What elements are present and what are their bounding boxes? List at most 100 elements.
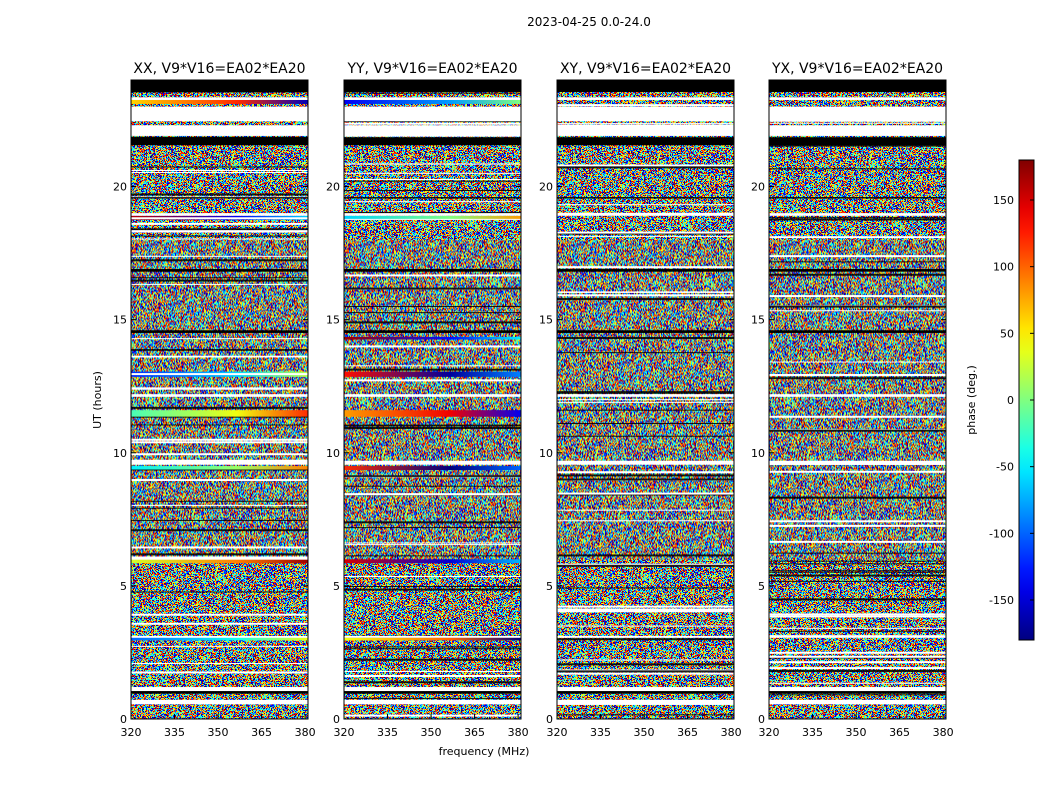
flag-line (557, 554, 734, 557)
flag-line (344, 190, 521, 192)
flag-line (344, 585, 521, 587)
coherent-band (344, 371, 521, 377)
flag-line (344, 714, 521, 717)
y-tick-label: 20 (539, 181, 553, 194)
flag-line (557, 605, 734, 608)
flag-line (557, 231, 734, 234)
flag-line (769, 570, 946, 572)
panels: XX, V9*V16=EA02*EA20 320 335 350 365 380 0 5 10 1… (113, 61, 954, 739)
axes-frame (130, 79, 309, 720)
flagged-gap (557, 699, 734, 705)
x-tick-label: 365 (677, 726, 698, 739)
flagged-gap (344, 97, 521, 100)
black-band (557, 80, 734, 92)
flag-line (131, 238, 308, 240)
y-tick-label: 15 (751, 314, 765, 327)
black-band (769, 197, 946, 199)
flag-line (131, 500, 308, 502)
flagged-gap (557, 97, 734, 100)
flagged-gap (344, 699, 521, 705)
flag-line (344, 201, 521, 203)
flagged-gap (557, 687, 734, 692)
flag-line (131, 663, 308, 665)
flag-line (131, 230, 308, 233)
flag-line (769, 630, 946, 632)
colorbar-tick-label: 0 (1007, 394, 1014, 407)
flagged-gap (344, 125, 521, 136)
flag-line (769, 415, 946, 418)
flag-line (344, 274, 521, 277)
flag-line (344, 681, 521, 684)
flag-line (131, 222, 308, 225)
flag-line (131, 349, 308, 351)
flag-line (131, 504, 308, 506)
panel-title: XY, V9*V16=EA02*EA20 (560, 61, 731, 77)
flag-line (557, 164, 734, 167)
black-band (769, 137, 946, 146)
coherent-band (344, 410, 521, 417)
x-tick-label: 335 (377, 726, 398, 739)
flag-line (769, 373, 946, 376)
flag-line (769, 524, 946, 527)
flagged-gap (557, 394, 734, 397)
flagged-gap (769, 97, 946, 100)
flag-line (344, 555, 521, 557)
panel-title: YX, V9*V16=EA02*EA20 (771, 61, 943, 77)
flag-line (769, 669, 946, 672)
flagged-gap (344, 687, 521, 692)
flagged-gap (131, 97, 308, 100)
flagged-gap (131, 106, 308, 122)
y-tick-label: 0 (120, 713, 127, 726)
colorbar: -150 -100 -50 0 50 100 150 (989, 159, 1035, 641)
flag-line (344, 427, 521, 430)
flag-line (131, 172, 308, 174)
flag-line (557, 520, 734, 522)
black-band (131, 330, 308, 333)
black-band (131, 137, 308, 146)
flagged-gap (769, 106, 946, 122)
flagged-gap (769, 394, 946, 397)
x-tick-label: 380 (295, 726, 316, 739)
flag-line (131, 645, 308, 647)
x-tick-label: 335 (590, 726, 611, 739)
flag-line (344, 180, 521, 182)
flag-line (344, 120, 521, 122)
black-band (344, 269, 521, 272)
flag-line (769, 295, 946, 298)
flag-line (131, 279, 308, 282)
flag-line (769, 305, 946, 308)
flag-line (769, 218, 946, 221)
flag-line (557, 564, 734, 567)
flag-line (131, 507, 308, 509)
flag-line (557, 659, 734, 661)
flag-line (769, 122, 946, 124)
colorbar-tick-label: 150 (993, 194, 1014, 207)
flag-line (769, 667, 946, 670)
flag-line (131, 424, 308, 426)
flag-line (557, 714, 734, 716)
panel-title: XX, V9*V16=EA02*EA20 (133, 61, 305, 77)
flag-line (557, 478, 734, 481)
y-tick-label: 0 (546, 713, 553, 726)
flagged-gap (557, 460, 734, 465)
axes-frame (768, 79, 947, 720)
flag-line (769, 560, 946, 562)
x-tick-label: 365 (889, 726, 910, 739)
y-tick-label: 5 (333, 580, 340, 593)
flag-line (557, 291, 734, 293)
x-tick-label: 350 (634, 726, 655, 739)
black-band (769, 691, 946, 694)
flag-line (131, 355, 308, 357)
flag-line (557, 435, 734, 437)
y-tick-label: 20 (751, 181, 765, 194)
flag-line (769, 635, 946, 637)
black-band (769, 269, 946, 272)
y-tick-label: 5 (758, 580, 765, 593)
flagged-gap (769, 213, 946, 216)
black-band (557, 330, 734, 333)
black-band (557, 691, 734, 694)
flagged-gap (131, 460, 308, 465)
coherent-band (131, 99, 308, 104)
black-band (344, 197, 521, 199)
